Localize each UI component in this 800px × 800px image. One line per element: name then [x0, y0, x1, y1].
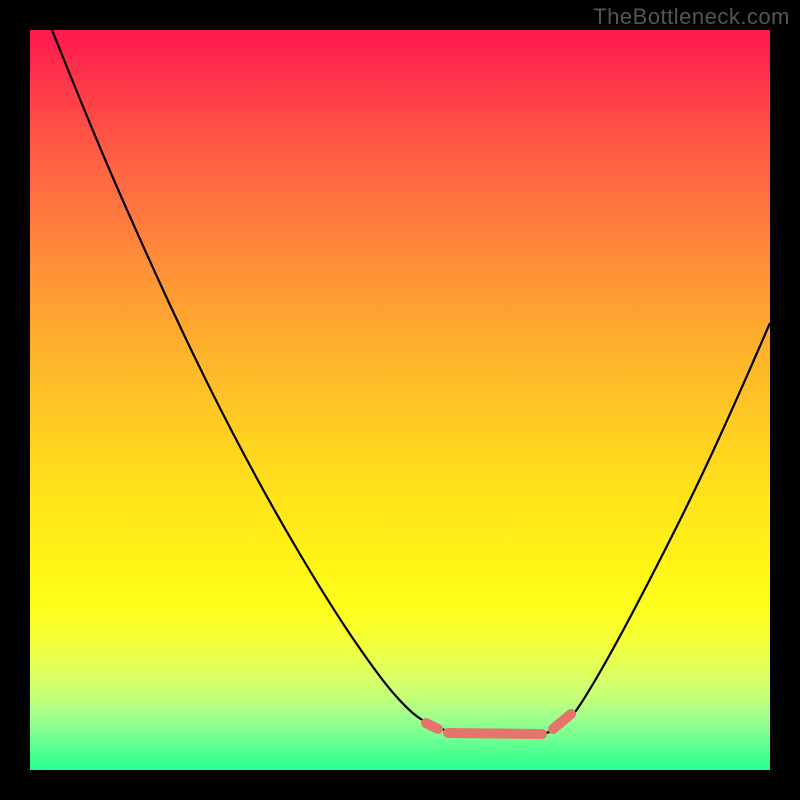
curve-layer	[30, 30, 770, 770]
bottleneck-curve	[52, 30, 770, 736]
chart-container: TheBottleneck.com	[0, 0, 800, 800]
plot-area	[30, 30, 770, 770]
highlight-segment	[553, 714, 571, 729]
watermark-text: TheBottleneck.com	[593, 4, 790, 30]
highlight-segment	[448, 733, 542, 734]
highlight-segment	[426, 723, 438, 729]
optimal-range-highlight	[426, 714, 571, 734]
